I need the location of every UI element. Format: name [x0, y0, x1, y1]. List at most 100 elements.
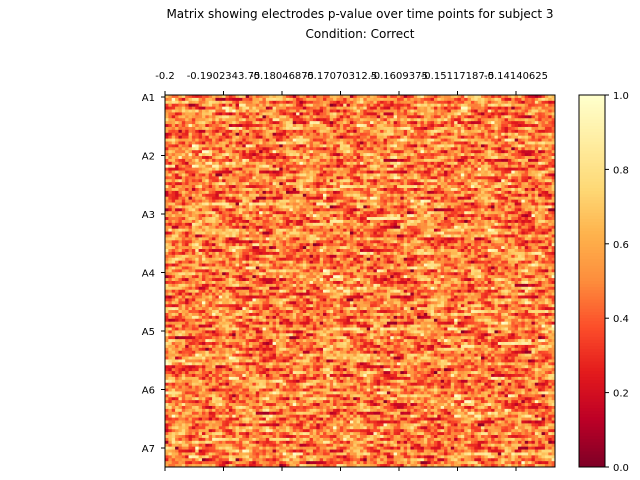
heatmap-cell: [544, 193, 549, 198]
heatmap-cell: [222, 161, 226, 166]
heatmap-cell: [410, 103, 415, 108]
heatmap-cell: [400, 156, 405, 160]
heatmap-cell: [494, 115, 499, 119]
heatmap-cell: [353, 217, 358, 221]
heatmap-cell: [457, 147, 462, 151]
heatmap-cell: [544, 182, 549, 186]
heatmap-cell: [454, 188, 458, 192]
heatmap-cell: [360, 100, 364, 105]
heatmap-cell: [534, 144, 539, 148]
heatmap-cell: [433, 182, 438, 186]
heatmap-cell: [440, 190, 445, 195]
heatmap-cell: [269, 103, 273, 108]
heatmap-cell: [383, 147, 388, 151]
heatmap-cell: [329, 97, 334, 102]
heatmap-cell: [238, 132, 243, 137]
heatmap-cell: [238, 156, 243, 160]
heatmap-cell: [531, 100, 536, 105]
heatmap-cell: [201, 132, 206, 137]
heatmap-cell: [407, 156, 411, 160]
heatmap-cell: [407, 147, 411, 151]
heatmap-cell: [477, 182, 482, 186]
heatmap-cell: [460, 103, 465, 108]
heatmap-cell: [238, 170, 243, 174]
heatmap-cell: [349, 118, 354, 122]
heatmap-cell: [420, 208, 425, 212]
heatmap-cell: [437, 176, 442, 180]
heatmap-cell: [252, 147, 257, 151]
heatmap-cell: [460, 182, 465, 186]
heatmap-cell: [286, 135, 290, 139]
heatmap-cell: [457, 170, 462, 174]
heatmap-cell: [544, 188, 549, 192]
heatmap-cell: [309, 150, 314, 154]
heatmap-cell: [235, 129, 240, 134]
heatmap-cell: [400, 196, 405, 201]
heatmap-cell: [323, 95, 327, 99]
heatmap-cell: [528, 158, 532, 163]
heatmap-cell: [376, 167, 381, 171]
heatmap-cell: [433, 173, 438, 177]
heatmap-cell: [417, 121, 421, 125]
heatmap-cell: [390, 199, 395, 203]
heatmap-cell: [319, 164, 324, 169]
heatmap-cell: [400, 121, 405, 125]
heatmap-cell: [518, 124, 522, 128]
heatmap-cell: [423, 193, 428, 198]
heatmap-cell: [521, 205, 526, 209]
heatmap-cell: [507, 164, 512, 169]
chart-title: Matrix showing electrodes p-value over t…: [166, 7, 553, 21]
heatmap-cell: [356, 161, 361, 166]
heatmap-cell: [541, 164, 546, 169]
heatmap-cell: [316, 185, 321, 189]
heatmap-cell: [484, 124, 489, 128]
heatmap-cell: [376, 100, 381, 105]
heatmap-cell: [528, 106, 532, 110]
heatmap-cell: [329, 196, 334, 201]
heatmap-cell: [259, 141, 263, 145]
heatmap-cell: [249, 156, 253, 160]
heatmap-cell: [487, 199, 492, 203]
heatmap-cell: [363, 103, 368, 108]
heatmap-cell: [249, 115, 253, 119]
heatmap-cell: [386, 141, 391, 145]
heatmap-cell: [198, 106, 203, 110]
heatmap-cell: [171, 182, 176, 186]
heatmap-cell: [524, 208, 529, 212]
heatmap-cell: [447, 179, 452, 183]
heatmap-cell: [185, 100, 189, 105]
heatmap-cell: [279, 202, 284, 206]
heatmap-cell: [467, 106, 472, 110]
heatmap-cell: [504, 196, 509, 201]
heatmap-cell: [491, 147, 495, 151]
heatmap-cell: [319, 115, 324, 119]
heatmap-cell: [215, 129, 220, 134]
heatmap-cell: [286, 205, 290, 209]
heatmap-cell: [370, 179, 374, 183]
heatmap-cell: [275, 141, 280, 145]
heatmap-cell: [269, 214, 273, 218]
heatmap-cell: [222, 100, 226, 105]
heatmap-cell: [470, 121, 475, 125]
heatmap-cell: [228, 115, 233, 119]
heatmap-cell: [420, 185, 425, 189]
heatmap-cell: [460, 161, 465, 166]
heatmap-cell: [474, 193, 479, 198]
heatmap-cell: [467, 202, 472, 206]
heatmap-cell: [521, 97, 526, 102]
heatmap-cell: [255, 115, 260, 119]
heatmap-cell: [222, 182, 226, 186]
heatmap-cell: [534, 205, 539, 209]
heatmap-cell: [178, 112, 183, 116]
heatmap-cell: [430, 202, 435, 206]
heatmap-cell: [376, 217, 381, 221]
heatmap-cell: [188, 193, 193, 198]
heatmap-cell: [464, 121, 468, 125]
heatmap-cell: [178, 95, 183, 99]
heatmap-cell: [312, 129, 317, 134]
heatmap-cell: [470, 170, 475, 174]
heatmap-cell: [524, 217, 529, 221]
heatmap-cell: [171, 219, 176, 224]
heatmap-cell: [477, 158, 482, 163]
heatmap-cell: [487, 202, 492, 206]
